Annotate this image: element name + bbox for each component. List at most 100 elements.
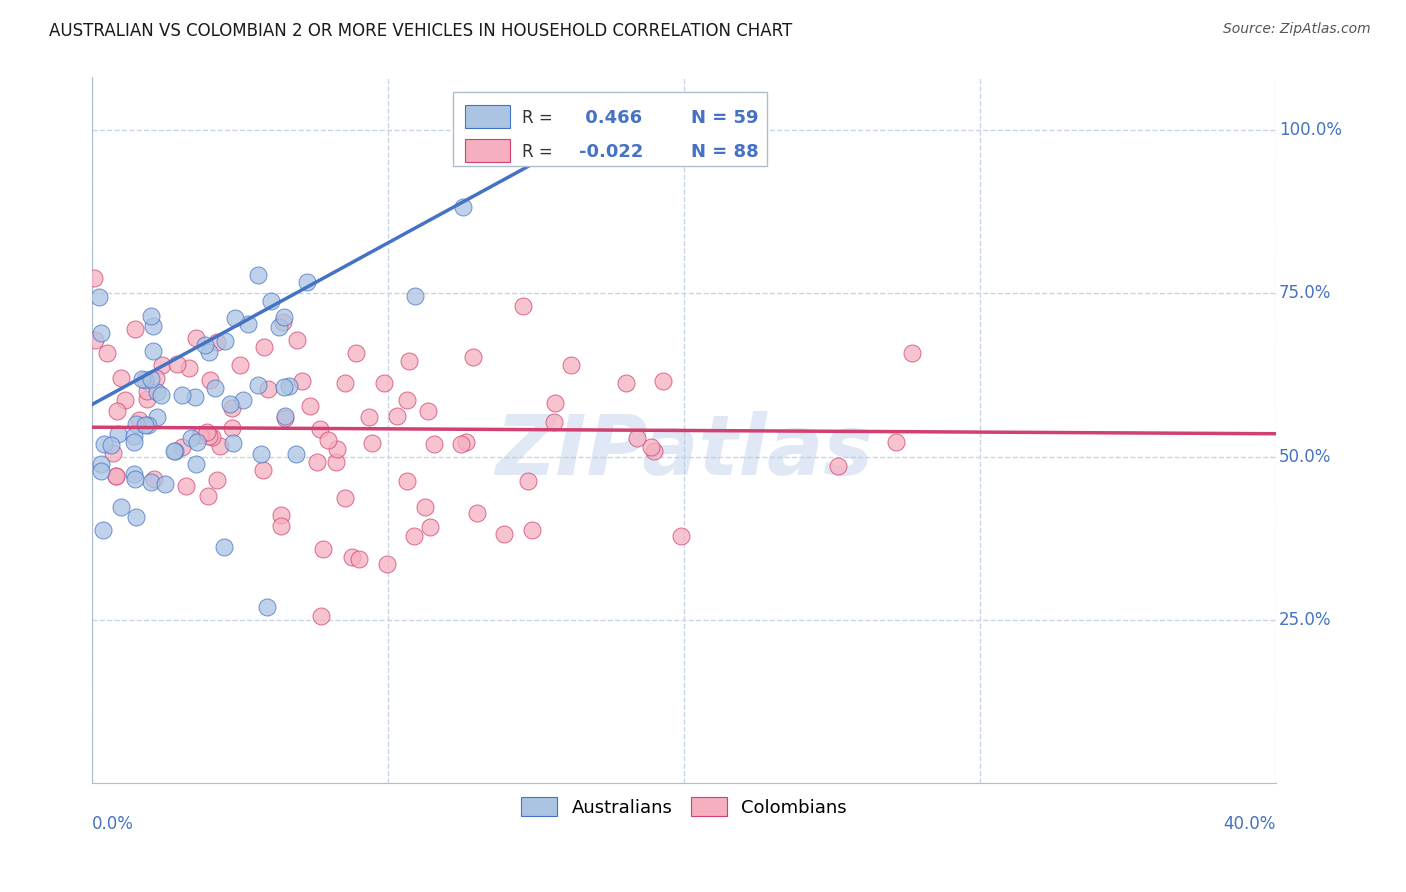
Point [125,417,148,432]
Point [214,540,236,554]
Point [335,376,357,391]
Point [461,350,484,364]
Point [284,447,307,461]
Point [134,373,156,387]
Point [398,354,420,368]
Point [197,429,219,443]
Point [184,331,207,345]
Point [299,400,322,414]
Point [252,463,274,477]
Point [669,529,692,543]
Point [205,335,228,350]
Point [128,412,150,426]
Point [270,508,292,523]
Text: -0.022: -0.022 [579,143,643,161]
Point [373,376,395,390]
Point [236,317,259,331]
Point [309,608,332,623]
Point [204,380,226,394]
Point [273,380,295,394]
Point [543,415,565,429]
Point [305,455,328,469]
Point [520,523,543,537]
Point [375,557,398,571]
Point [453,200,475,214]
Point [387,409,409,424]
Text: ZIPatlas: ZIPatlas [495,411,873,492]
Point [166,357,188,371]
Point [205,473,228,487]
Point [423,437,446,451]
Point [135,392,157,406]
Point [90,326,112,341]
Point [93,437,115,451]
Point [316,434,339,448]
Point [273,310,295,325]
Point [122,434,145,449]
Point [124,467,146,481]
Point [139,475,162,489]
Text: 25.0%: 25.0% [1279,611,1331,629]
Point [170,440,193,454]
Point [198,373,221,387]
Text: 0.0%: 0.0% [93,815,134,833]
Point [105,404,128,418]
Point [402,529,425,543]
Point [83,271,105,285]
Point [249,447,271,461]
Point [340,550,363,565]
Point [197,489,219,503]
Point [415,500,437,514]
Point [395,474,418,488]
Point [256,382,278,396]
Point [544,395,567,409]
Point [184,390,207,404]
Text: 75.0%: 75.0% [1279,285,1331,302]
Point [124,429,146,443]
Point [150,358,173,372]
Point [247,268,270,282]
Point [145,371,167,385]
Point [124,472,146,486]
Point [643,444,665,458]
Point [246,378,269,392]
Point [652,375,675,389]
Point [271,315,294,329]
Point [512,299,534,313]
Point [640,440,662,454]
Text: 100.0%: 100.0% [1279,120,1343,139]
Point [256,599,278,614]
Point [136,418,159,433]
Text: R =: R = [522,143,553,161]
Point [454,434,477,449]
Point [325,455,347,469]
Point [344,346,367,360]
Point [114,392,136,407]
Point [134,418,156,433]
Point [221,436,243,450]
Point [886,434,908,449]
Bar [465,139,510,162]
Point [218,397,240,411]
Point [418,520,440,534]
Point [180,431,202,445]
Point [142,344,165,359]
Point [418,404,440,418]
Point [136,384,159,398]
Point [214,334,236,348]
Point [201,430,224,444]
Point [141,371,163,385]
Point [184,457,207,471]
Point [274,409,297,424]
Bar [465,105,510,128]
Point [326,442,349,457]
Point [492,527,515,541]
Point [90,463,112,477]
Point [450,437,472,451]
Text: N = 59: N = 59 [690,109,758,127]
Point [901,345,924,359]
Point [270,518,292,533]
Point [142,319,165,334]
Point [186,434,208,449]
Point [84,333,107,347]
